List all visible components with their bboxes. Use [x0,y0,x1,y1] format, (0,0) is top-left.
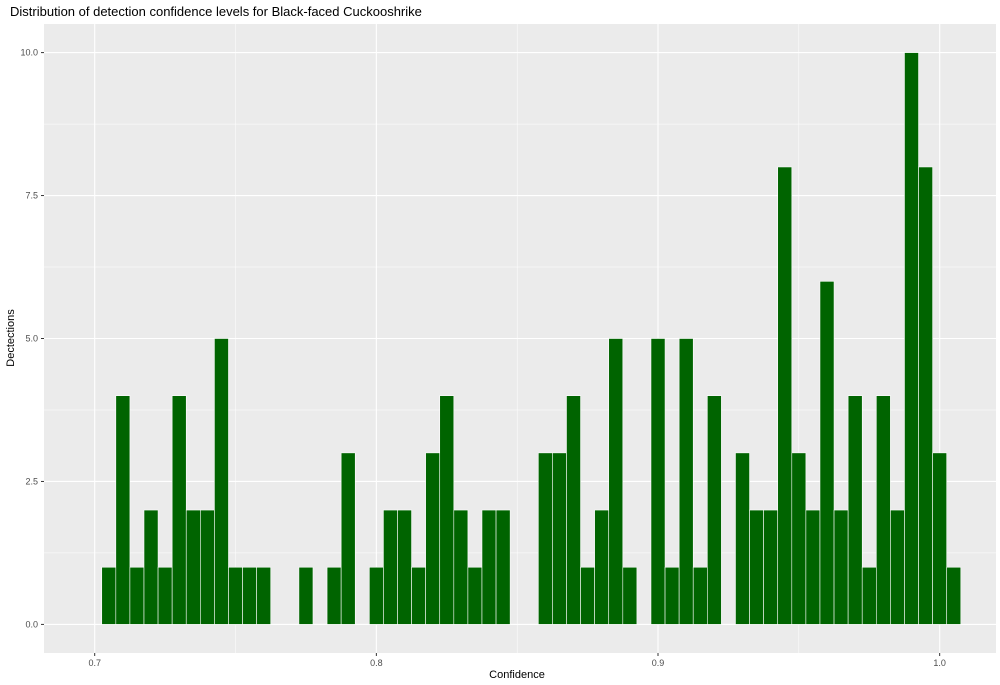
histogram-bar [707,395,722,625]
histogram-bar [326,566,342,625]
x-tick-label: 1.0 [933,658,946,668]
histogram-bar [185,509,201,625]
y-tick-label: 0.0 [25,619,38,629]
x-axis-title: Confidence [489,669,545,681]
histogram-bar [890,509,905,625]
histogram-bar [453,509,469,625]
histogram-bar [495,509,511,625]
histogram-bar [847,395,863,625]
histogram-bar [157,566,173,625]
histogram-bar [664,566,680,625]
histogram-bar [439,395,455,625]
histogram-bar [143,509,159,625]
histogram-bar [749,509,764,625]
histogram-bar [115,395,131,625]
histogram-bar [932,452,948,625]
histogram-bar [918,166,933,625]
histogram-bar [833,509,849,625]
histogram-bar [340,452,356,625]
histogram-bar [171,395,187,625]
histogram-bar [467,566,483,625]
histogram-bar [692,566,708,625]
chart-title: Distribution of detection confidence lev… [10,4,422,19]
histogram-bar [566,395,581,625]
histogram-bar [425,452,441,625]
histogram-bar [735,452,750,625]
x-tick-label: 0.9 [652,658,665,668]
histogram-bar [242,566,257,625]
histogram-bar [650,338,666,625]
histogram-bar [819,281,835,625]
histogram-bar [369,566,384,625]
histogram-bar [608,338,624,625]
y-tick-label: 5.0 [25,334,38,344]
histogram-bar [411,566,426,625]
histogram-bar [594,509,610,625]
bars [101,52,962,625]
y-axis-ticks: 0.0 2.5 5.0 7.5 10.0 [20,48,44,629]
y-tick-label: 2.5 [25,476,38,486]
x-tick-label: 0.7 [88,658,101,668]
histogram-bar [946,566,962,625]
histogram-bar [397,509,412,625]
histogram-bar [538,452,553,625]
histogram-bar [214,338,229,625]
histogram-bar [678,338,694,625]
histogram-bar [298,566,314,625]
y-axis-title: Dectections [5,309,17,367]
x-tick-label: 0.8 [370,658,383,668]
histogram-bar [805,509,821,625]
y-tick-label: 10.0 [20,48,38,58]
histogram-bar [763,509,779,625]
histogram-bar [777,166,793,625]
histogram-bar [791,452,807,625]
histogram-bar [904,52,919,625]
histogram-bar [580,566,595,625]
histogram-bar [228,566,243,625]
histogram-bar [129,566,145,625]
histogram-bar [552,452,567,625]
histogram-bar [481,509,497,625]
histogram-bar [861,566,877,625]
histogram-bar [256,566,272,625]
histogram-bar [101,566,117,625]
x-axis-ticks: 0.7 0.8 0.9 1.0 [88,653,946,668]
histogram-bar [383,509,398,625]
histogram-bar [200,509,215,625]
histogram-bar [622,566,638,625]
histogram-bar [875,395,891,625]
y-tick-label: 7.5 [25,191,38,201]
